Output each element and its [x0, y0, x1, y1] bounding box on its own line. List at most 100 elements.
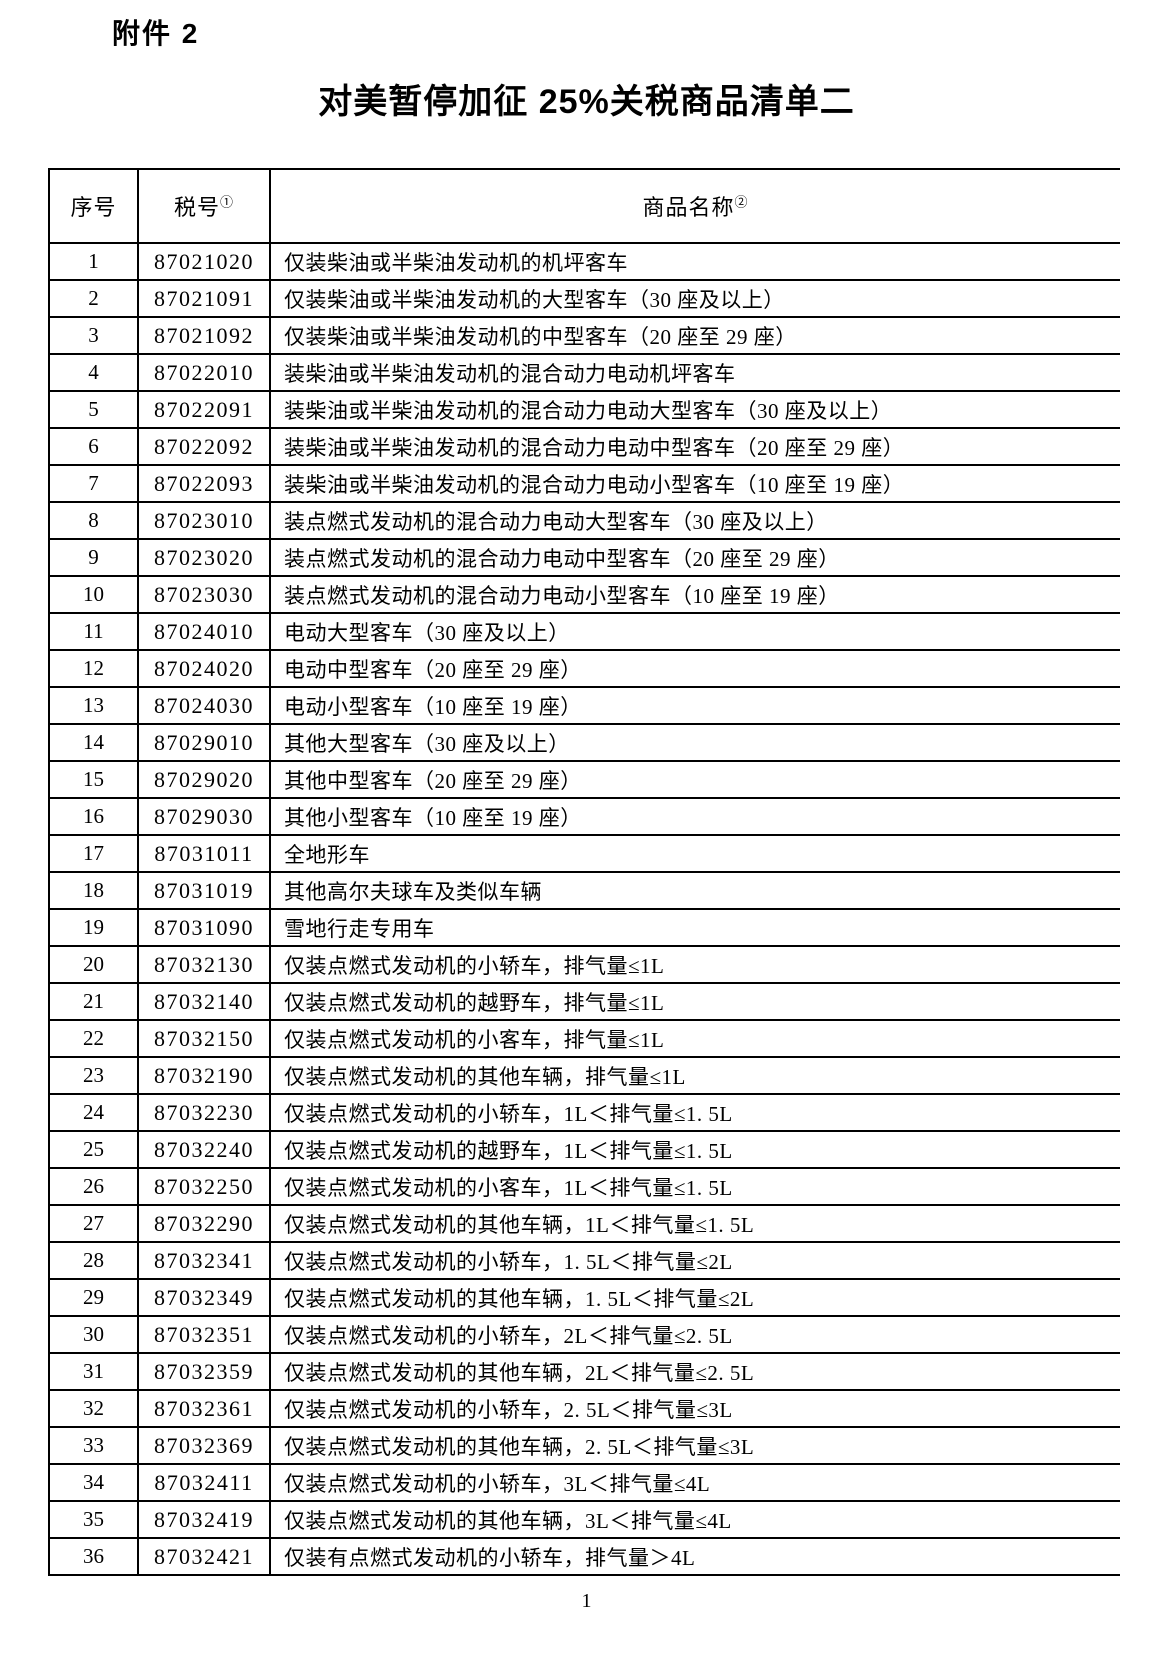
name-cell: 装柴油或半柴油发动机的混合动力电动中型客车（20 座至 29 座） [270, 427, 1120, 466]
table-row: 13 87024030 电动小型客车（10 座至 19 座） [48, 686, 1120, 725]
code-cell: 87032359 [137, 1352, 271, 1391]
table-row: 27 87032290 仅装点燃式发动机的其他车辆，1L＜排气量≤1. 5L [48, 1204, 1120, 1243]
name-cell: 其他小型客车（10 座至 19 座） [270, 797, 1120, 836]
name-cell: 其他中型客车（20 座至 29 座） [270, 760, 1120, 799]
name-cell: 仅装柴油或半柴油发动机的机坪客车 [270, 242, 1120, 281]
seq-cell: 13 [48, 686, 138, 725]
seq-cell: 23 [48, 1056, 138, 1095]
footnote-1-marker: ① [220, 194, 235, 210]
name-cell: 仅装点燃式发动机的小轿车，3L＜排气量≤4L [270, 1463, 1120, 1502]
name-cell: 仅装点燃式发动机的小轿车，1. 5L＜排气量≤2L [270, 1241, 1120, 1280]
seq-cell: 7 [48, 464, 138, 503]
name-cell: 装点燃式发动机的混合动力电动中型客车（20 座至 29 座） [270, 538, 1120, 577]
table-body: 1 87021020 仅装柴油或半柴油发动机的机坪客车 2 87021091 仅… [48, 242, 1120, 1576]
code-cell: 87032250 [137, 1167, 271, 1206]
code-cell: 87031019 [137, 871, 271, 910]
code-cell: 87023020 [137, 538, 271, 577]
name-cell: 仅装点燃式发动机的小轿车，排气量≤1L [270, 945, 1120, 984]
name-cell: 雪地行走专用车 [270, 908, 1120, 947]
table-row: 25 87032240 仅装点燃式发动机的越野车，1L＜排气量≤1. 5L [48, 1130, 1120, 1169]
code-cell: 87022093 [137, 464, 271, 503]
code-cell: 87032341 [137, 1241, 271, 1280]
seq-cell: 2 [48, 279, 138, 318]
name-cell: 仅装有点燃式发动机的小轿车，排气量＞4L [270, 1537, 1120, 1576]
name-cell: 装柴油或半柴油发动机的混合动力电动机坪客车 [270, 353, 1120, 392]
table-row: 30 87032351 仅装点燃式发动机的小轿车，2L＜排气量≤2. 5L [48, 1315, 1120, 1354]
table-row: 15 87029020 其他中型客车（20 座至 29 座） [48, 760, 1120, 799]
table-row: 34 87032411 仅装点燃式发动机的小轿车，3L＜排气量≤4L [48, 1463, 1120, 1502]
code-cell: 87032419 [137, 1500, 271, 1539]
header-code-label: 税号 [173, 195, 220, 220]
name-cell: 其他高尔夫球车及类似车辆 [270, 871, 1120, 910]
footnote-2-marker: ② [734, 194, 749, 210]
seq-cell: 15 [48, 760, 138, 799]
name-cell: 电动大型客车（30 座及以上） [270, 612, 1120, 651]
seq-cell: 4 [48, 353, 138, 392]
seq-cell: 10 [48, 575, 138, 614]
seq-cell: 12 [48, 649, 138, 688]
seq-cell: 22 [48, 1019, 138, 1058]
seq-cell: 8 [48, 501, 138, 540]
code-cell: 87032349 [137, 1278, 271, 1317]
code-cell: 87022091 [137, 390, 271, 429]
code-cell: 87032411 [137, 1463, 271, 1502]
code-cell: 87032230 [137, 1093, 271, 1132]
name-cell: 仅装柴油或半柴油发动机的大型客车（30 座及以上） [270, 279, 1120, 318]
seq-cell: 25 [48, 1130, 138, 1169]
name-cell: 装点燃式发动机的混合动力电动小型客车（10 座至 19 座） [270, 575, 1120, 614]
table-row: 16 87029030 其他小型客车（10 座至 19 座） [48, 797, 1120, 836]
table-row: 7 87022093 装柴油或半柴油发动机的混合动力电动小型客车（10 座至 1… [48, 464, 1120, 503]
page-number: 1 [581, 1590, 592, 1612]
table-row: 19 87031090 雪地行走专用车 [48, 908, 1120, 947]
name-cell: 仅装点燃式发动机的其他车辆，2. 5L＜排气量≤3L [270, 1426, 1120, 1465]
name-cell: 电动小型客车（10 座至 19 座） [270, 686, 1120, 725]
seq-cell: 11 [48, 612, 138, 651]
table-row: 1 87021020 仅装柴油或半柴油发动机的机坪客车 [48, 242, 1120, 281]
code-cell: 87029030 [137, 797, 271, 836]
code-cell: 87032361 [137, 1389, 271, 1428]
table-row: 22 87032150 仅装点燃式发动机的小客车，排气量≤1L [48, 1019, 1120, 1058]
code-cell: 87032190 [137, 1056, 271, 1095]
page-title: 对美暂停加征 25%关税商品清单二 [318, 83, 855, 121]
code-cell: 87021091 [137, 279, 271, 318]
name-cell: 仅装点燃式发动机的小客车，排气量≤1L [270, 1019, 1120, 1058]
code-cell: 87023010 [137, 501, 271, 540]
seq-cell: 17 [48, 834, 138, 873]
name-cell: 仅装点燃式发动机的其他车辆，1L＜排气量≤1. 5L [270, 1204, 1120, 1243]
name-cell: 装柴油或半柴油发动机的混合动力电动大型客车（30 座及以上） [270, 390, 1120, 429]
seq-cell: 32 [48, 1389, 138, 1428]
code-cell: 87032369 [137, 1426, 271, 1465]
code-cell: 87023030 [137, 575, 271, 614]
code-cell: 87021020 [137, 242, 271, 281]
name-cell: 仅装点燃式发动机的小轿车，2. 5L＜排气量≤3L [270, 1389, 1120, 1428]
name-cell: 其他大型客车（30 座及以上） [270, 723, 1120, 762]
name-cell: 仅装点燃式发动机的小轿车，2L＜排气量≤2. 5L [270, 1315, 1120, 1354]
table-row: 32 87032361 仅装点燃式发动机的小轿车，2. 5L＜排气量≤3L [48, 1389, 1120, 1428]
name-cell: 仅装点燃式发动机的其他车辆，2L＜排气量≤2. 5L [270, 1352, 1120, 1391]
seq-cell: 36 [48, 1537, 138, 1576]
seq-cell: 34 [48, 1463, 138, 1502]
seq-cell: 24 [48, 1093, 138, 1132]
table-row: 11 87024010 电动大型客车（30 座及以上） [48, 612, 1120, 651]
code-cell: 87031011 [137, 834, 271, 873]
seq-cell: 28 [48, 1241, 138, 1280]
seq-cell: 29 [48, 1278, 138, 1317]
seq-cell: 9 [48, 538, 138, 577]
code-cell: 87032150 [137, 1019, 271, 1058]
name-cell: 仅装柴油或半柴油发动机的中型客车（20 座至 29 座） [270, 316, 1120, 355]
table-row: 23 87032190 仅装点燃式发动机的其他车辆，排气量≤1L [48, 1056, 1120, 1095]
table-row: 21 87032140 仅装点燃式发动机的越野车，排气量≤1L [48, 982, 1120, 1021]
name-cell: 仅装点燃式发动机的其他车辆，排气量≤1L [270, 1056, 1120, 1095]
table-row: 26 87032250 仅装点燃式发动机的小客车，1L＜排气量≤1. 5L [48, 1167, 1120, 1206]
name-cell: 仅装点燃式发动机的小客车，1L＜排气量≤1. 5L [270, 1167, 1120, 1206]
seq-cell: 16 [48, 797, 138, 836]
header-seq: 序号 [48, 168, 138, 244]
code-cell: 87024010 [137, 612, 271, 651]
table-row: 6 87022092 装柴油或半柴油发动机的混合动力电动中型客车（20 座至 2… [48, 427, 1120, 466]
name-cell: 仅装点燃式发动机的其他车辆，3L＜排气量≤4L [270, 1500, 1120, 1539]
name-cell: 仅装点燃式发动机的小轿车，1L＜排气量≤1. 5L [270, 1093, 1120, 1132]
table-row: 36 87032421 仅装有点燃式发动机的小轿车，排气量＞4L [48, 1537, 1120, 1576]
seq-cell: 6 [48, 427, 138, 466]
code-cell: 87032240 [137, 1130, 271, 1169]
